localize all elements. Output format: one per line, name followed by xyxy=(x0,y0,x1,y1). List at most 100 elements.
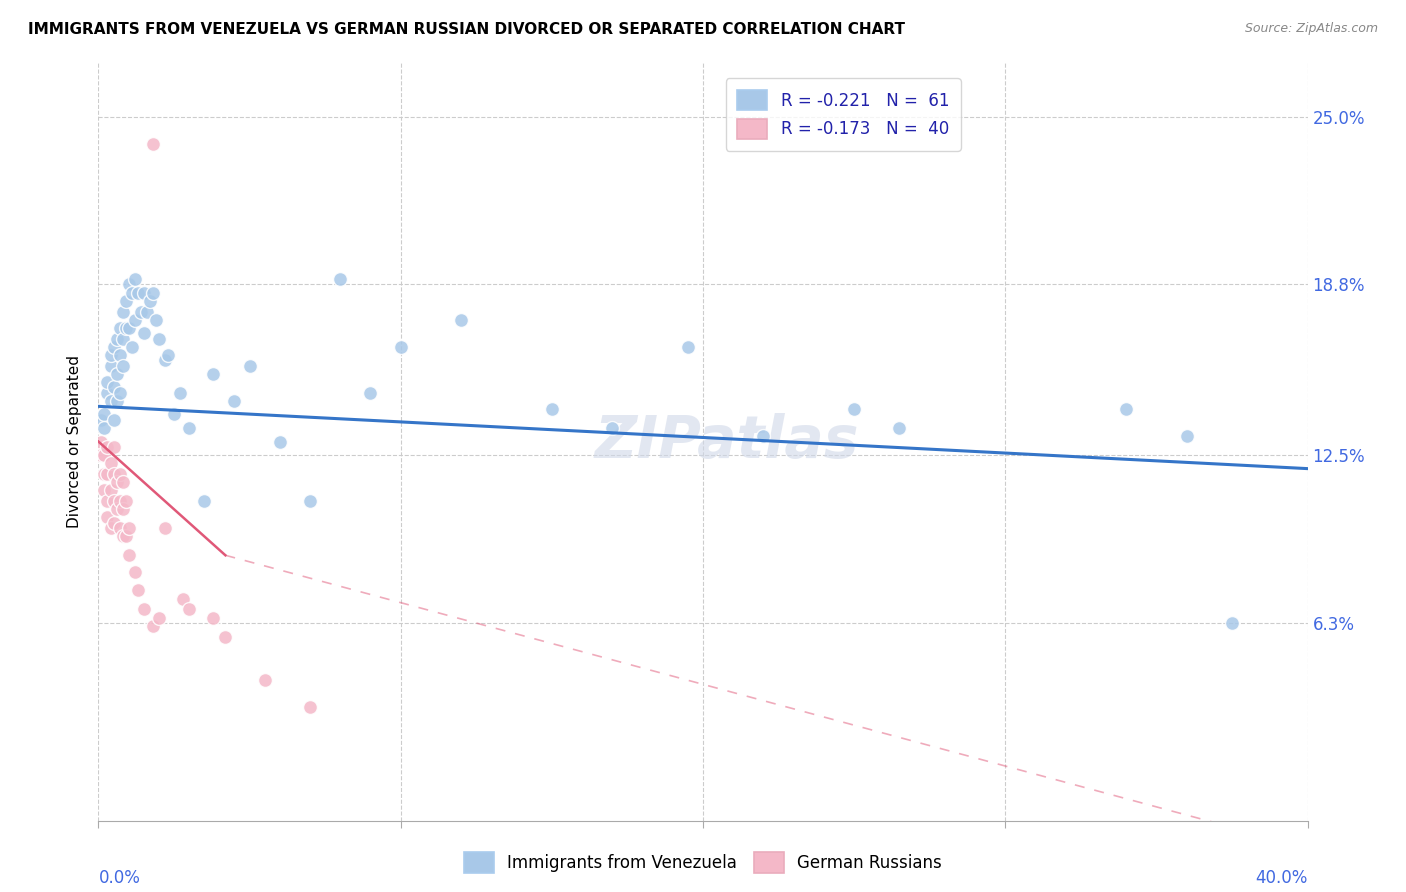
Point xyxy=(239,359,262,373)
Point xyxy=(111,332,134,346)
Point xyxy=(132,326,155,341)
Point xyxy=(96,440,118,454)
Point xyxy=(142,618,165,632)
Point xyxy=(93,421,115,435)
Point xyxy=(676,340,699,354)
Point xyxy=(111,529,134,543)
Point xyxy=(153,521,176,535)
Point xyxy=(96,510,118,524)
Point xyxy=(111,359,134,373)
Point xyxy=(169,385,191,400)
Point xyxy=(602,421,624,435)
Legend: Immigrants from Venezuela, German Russians: Immigrants from Venezuela, German Russia… xyxy=(457,846,949,880)
Point xyxy=(156,348,179,362)
Point xyxy=(214,630,236,644)
Point xyxy=(111,304,134,318)
Text: IMMIGRANTS FROM VENEZUELA VS GERMAN RUSSIAN DIVORCED OR SEPARATED CORRELATION CH: IMMIGRANTS FROM VENEZUELA VS GERMAN RUSS… xyxy=(28,22,905,37)
Point xyxy=(269,434,291,449)
Point xyxy=(114,529,136,543)
Point xyxy=(360,385,382,400)
Point xyxy=(105,393,128,408)
Point xyxy=(96,385,118,400)
Point xyxy=(1220,615,1243,630)
Point xyxy=(93,448,115,462)
Point xyxy=(105,332,128,346)
Point xyxy=(889,421,911,435)
Point xyxy=(108,467,131,481)
Point xyxy=(389,340,412,354)
Text: ZIPatlas: ZIPatlas xyxy=(595,413,859,470)
Point xyxy=(224,393,246,408)
Point xyxy=(121,285,143,300)
Point xyxy=(135,304,157,318)
Point xyxy=(103,380,125,394)
Point xyxy=(299,494,322,508)
Point xyxy=(142,136,165,151)
Point xyxy=(108,321,131,335)
Point xyxy=(100,348,122,362)
Point xyxy=(108,521,131,535)
Point xyxy=(118,548,141,563)
Point xyxy=(172,591,194,606)
Point xyxy=(142,285,165,300)
Point xyxy=(145,312,167,326)
Point xyxy=(105,502,128,516)
Point xyxy=(100,521,122,535)
Point xyxy=(103,516,125,530)
Point xyxy=(100,483,122,498)
Point xyxy=(124,565,146,579)
Point xyxy=(124,272,146,286)
Y-axis label: Divorced or Separated: Divorced or Separated xyxy=(67,355,83,528)
Point xyxy=(148,332,170,346)
Point xyxy=(540,402,562,417)
Point xyxy=(193,494,215,508)
Point xyxy=(96,467,118,481)
Point xyxy=(103,440,125,454)
Point xyxy=(127,583,149,598)
Point xyxy=(90,413,112,427)
Legend: R = -0.221   N =  61, R = -0.173   N =  40: R = -0.221 N = 61, R = -0.173 N = 40 xyxy=(725,78,960,151)
Point xyxy=(118,521,141,535)
Point xyxy=(103,467,125,481)
Point xyxy=(90,434,112,449)
Point xyxy=(103,413,125,427)
Point xyxy=(299,699,322,714)
Point xyxy=(132,602,155,616)
Point xyxy=(129,304,152,318)
Point xyxy=(1115,402,1137,417)
Point xyxy=(844,402,866,417)
Point xyxy=(118,277,141,292)
Point xyxy=(100,393,122,408)
Point xyxy=(108,494,131,508)
Point xyxy=(127,285,149,300)
Text: 0.0%: 0.0% xyxy=(98,870,141,888)
Point xyxy=(132,285,155,300)
Point xyxy=(121,340,143,354)
Point xyxy=(329,272,352,286)
Point xyxy=(114,293,136,308)
Point xyxy=(118,321,141,335)
Point xyxy=(1175,429,1198,443)
Point xyxy=(202,367,225,381)
Point xyxy=(450,312,472,326)
Point xyxy=(103,340,125,354)
Point xyxy=(148,610,170,624)
Point xyxy=(93,408,115,422)
Point xyxy=(179,602,201,616)
Point xyxy=(105,475,128,490)
Point xyxy=(108,348,131,362)
Point xyxy=(111,475,134,490)
Point xyxy=(96,494,118,508)
Point xyxy=(179,421,201,435)
Point xyxy=(124,312,146,326)
Point xyxy=(90,448,112,462)
Point xyxy=(153,353,176,368)
Point xyxy=(100,456,122,470)
Point xyxy=(139,293,162,308)
Point xyxy=(93,467,115,481)
Point xyxy=(108,385,131,400)
Point xyxy=(114,494,136,508)
Point xyxy=(103,494,125,508)
Point xyxy=(253,673,276,687)
Point xyxy=(163,408,186,422)
